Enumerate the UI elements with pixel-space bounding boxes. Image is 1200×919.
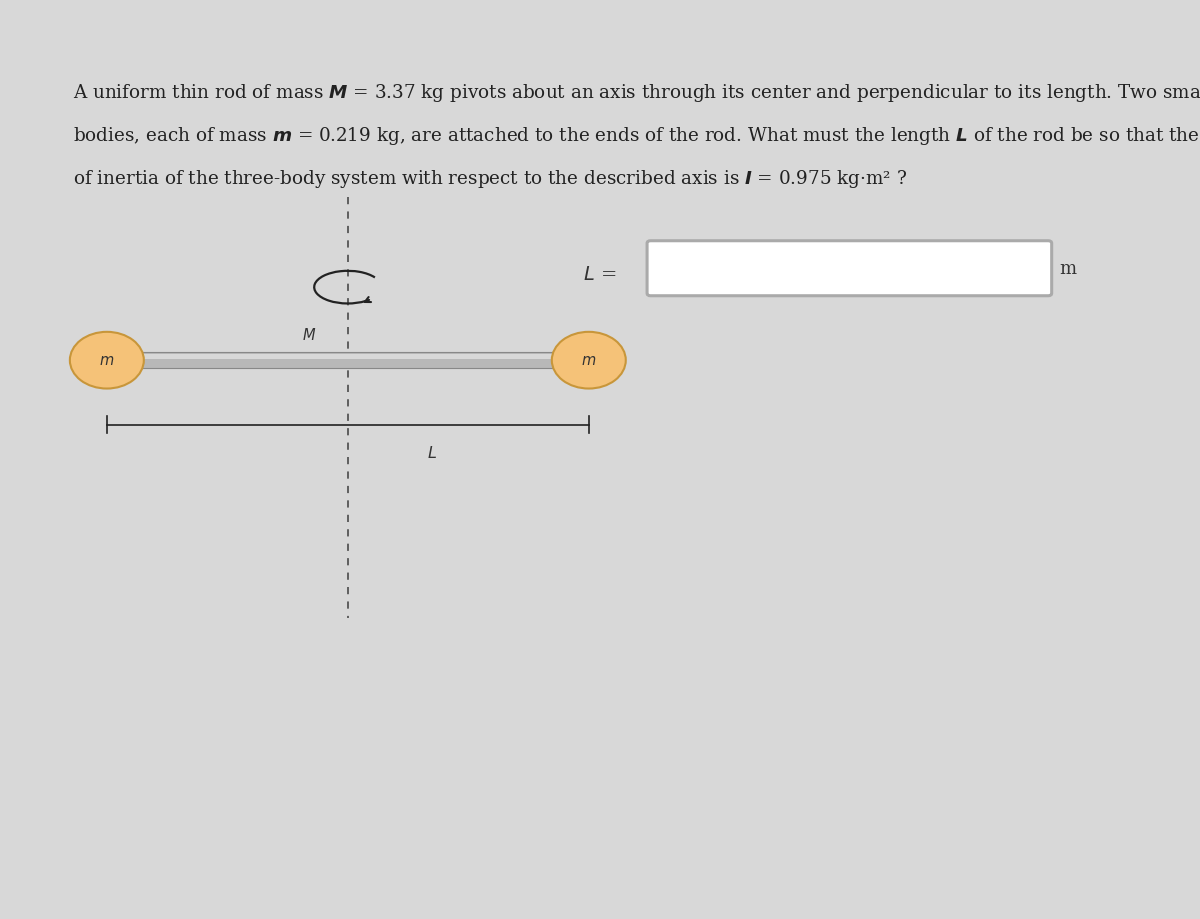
Text: $m$: $m$ [581,354,596,368]
Text: $M$: $M$ [302,327,317,343]
Circle shape [552,333,625,389]
Text: $m$: $m$ [100,354,114,368]
FancyBboxPatch shape [647,242,1051,297]
Text: bodies, each of mass $\boldsymbol{m}$ = 0.219 kg, are attached to the ends of th: bodies, each of mass $\boldsymbol{m}$ = … [73,125,1200,147]
Bar [107,353,589,369]
Text: A uniform thin rod of mass $\boldsymbol{M}$ = 3.37 kg pivots about an axis throu: A uniform thin rod of mass $\boldsymbol{… [73,82,1200,104]
Text: of inertia of the three-body system with respect to the described axis is $\bold: of inertia of the three-body system with… [73,167,907,189]
Text: $L$: $L$ [427,444,437,461]
Bar [112,355,584,359]
Text: m: m [1060,260,1076,278]
Text: $L$ =: $L$ = [583,266,617,284]
Circle shape [70,333,144,389]
